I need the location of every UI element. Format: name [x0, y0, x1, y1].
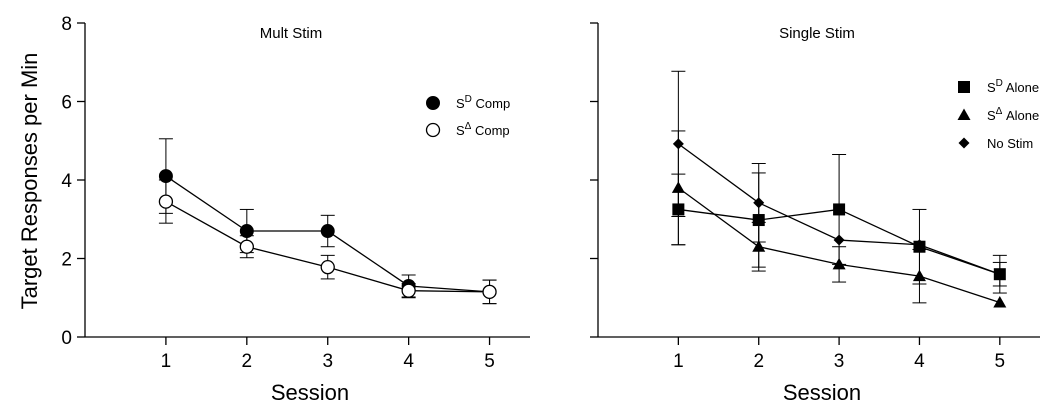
legend-label: SΔ Comp — [456, 121, 510, 138]
data-point — [833, 234, 845, 246]
data-point — [752, 240, 766, 252]
data-point — [913, 239, 925, 251]
data-point — [239, 239, 254, 254]
legend-label: SD Comp — [456, 94, 510, 111]
legend-marker — [958, 137, 970, 149]
data-point — [672, 138, 684, 150]
x-tick-label: 3 — [834, 351, 845, 372]
data-point — [320, 224, 335, 239]
legend-marker — [957, 108, 971, 120]
x-tick-label: 5 — [995, 351, 1006, 372]
data-point — [833, 203, 846, 216]
y-tick-label: 4 — [61, 171, 72, 192]
panel-title-mult-stim: Mult Stim — [260, 25, 323, 42]
x-tick-label: 4 — [914, 351, 925, 372]
data-point — [482, 284, 497, 300]
x-tick-label: 5 — [484, 351, 495, 372]
y-tick-label: 0 — [61, 328, 72, 349]
x-tick-label: 3 — [322, 351, 333, 372]
legend-entry: SD Comp — [426, 94, 510, 111]
data-point — [994, 268, 1006, 280]
legend-marker — [425, 122, 441, 138]
y-tick-label: 8 — [61, 14, 72, 35]
legend-entry: No Stim — [958, 136, 1033, 151]
legend-marker — [426, 96, 440, 110]
legend-label: SΔ Alone — [987, 106, 1039, 123]
series-open-circle — [158, 179, 497, 305]
data-point — [993, 295, 1007, 308]
x-axis-title-single-stim: Session — [783, 380, 861, 405]
legend-entry: SD Alone — [958, 78, 1039, 95]
panel-single-stim: Single Stim Session 1 2 3 4 5 SD Alone SΔ Alon… — [590, 22, 1040, 405]
y-axis-title: Target Responses per Min — [17, 53, 42, 310]
y-tick-label: 6 — [61, 93, 72, 114]
legend-entry: SΔ Alone — [957, 106, 1039, 123]
x-axis-title-mult-stim: Session — [271, 380, 349, 405]
panel-mult-stim: Mult Stim Session 0 2 4 6 8 1 2 3 4 5 SD Comp SΔ Co… — [61, 14, 530, 405]
data-point — [320, 259, 335, 275]
y-tick-label: 2 — [61, 250, 72, 271]
x-tick-label: 1 — [673, 351, 684, 372]
data-point — [401, 283, 416, 298]
x-tick-label: 1 — [161, 351, 172, 372]
panel-title-single-stim: Single Stim — [779, 25, 855, 42]
data-point — [753, 197, 765, 209]
data-point — [158, 194, 174, 209]
x-tick-label: 4 — [403, 351, 414, 372]
x-tick-label: 2 — [753, 351, 764, 372]
x-tick-label: 2 — [242, 351, 253, 372]
legend-label: No Stim — [987, 136, 1033, 151]
data-point — [912, 269, 926, 282]
legend-entry: SΔ Comp — [425, 121, 510, 138]
legend-label: SD Alone — [987, 78, 1039, 95]
series-filled-diamond — [671, 70, 1007, 287]
legend-marker — [958, 81, 970, 93]
data-point — [832, 257, 846, 270]
